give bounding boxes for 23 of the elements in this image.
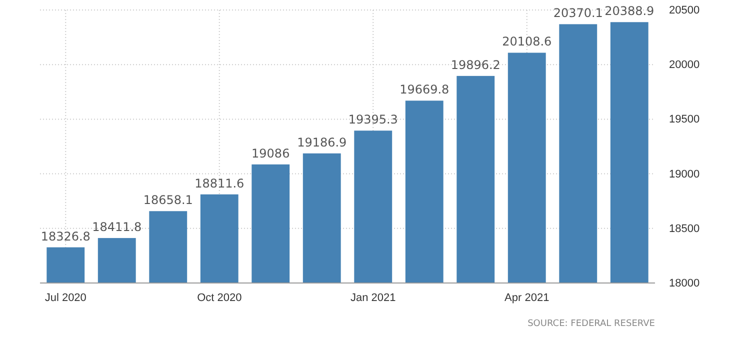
x-tick-label: Apr 2021 <box>504 292 550 304</box>
data-label: 18811.6 <box>194 176 244 190</box>
source-note: SOURCE: FEDERAL RESERVE <box>528 319 656 329</box>
y-tick-label: 18500 <box>669 222 700 235</box>
data-label: 20388.9 <box>604 4 654 18</box>
data-label: 19186.9 <box>297 135 347 150</box>
x-tick-label: Jul 2020 <box>44 292 86 304</box>
y-tick-label: 19500 <box>669 114 700 126</box>
data-label: 19395.3 <box>348 112 398 127</box>
data-label: 19669.8 <box>400 82 450 97</box>
data-label: 18658.1 <box>143 193 193 208</box>
y-tick-label: 20000 <box>669 59 700 72</box>
x-tick-label: Oct 2020 <box>197 292 242 304</box>
data-label: 20108.6 <box>502 34 552 49</box>
data-label: 19896.2 <box>450 58 500 72</box>
data-label: 20370.1 <box>553 6 603 20</box>
y-tick-label: 18000 <box>669 278 700 290</box>
data-label: 18326.8 <box>40 229 90 244</box>
data-label: 19086 <box>252 146 290 160</box>
data-label: 18411.8 <box>92 220 142 234</box>
y-tick-label: 19000 <box>669 168 700 180</box>
y-tick-label: 20500 <box>669 4 700 17</box>
x-tick-label: Jan 2021 <box>350 292 396 304</box>
